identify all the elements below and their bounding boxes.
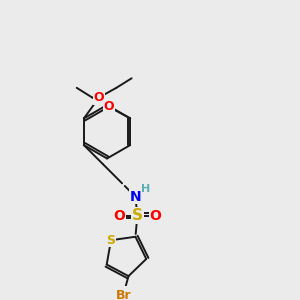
Text: H: H xyxy=(141,184,151,194)
Text: O: O xyxy=(104,100,115,113)
Text: Br: Br xyxy=(116,289,131,300)
Text: O: O xyxy=(150,209,161,223)
Text: S: S xyxy=(106,234,116,247)
Text: N: N xyxy=(130,190,141,204)
Text: O: O xyxy=(113,209,125,223)
Text: O: O xyxy=(94,91,104,104)
Text: S: S xyxy=(132,208,143,223)
